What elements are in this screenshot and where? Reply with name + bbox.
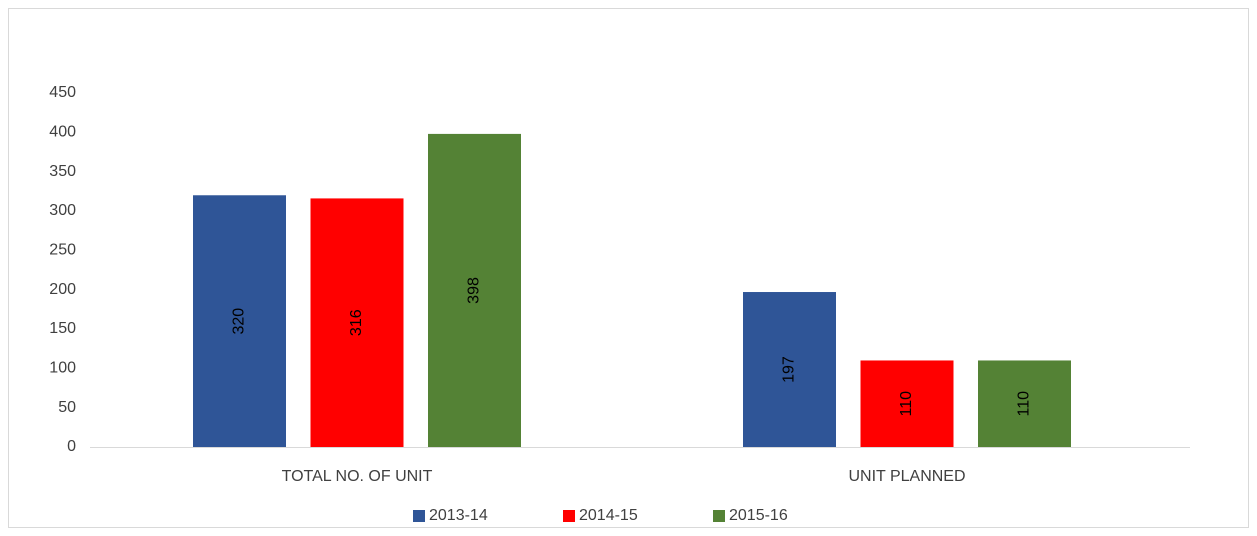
y-tick-label: 100 [49,360,76,377]
data-label: 316 [348,309,365,336]
y-tick-label: 300 [49,202,76,219]
bar [743,292,836,447]
y-tick-label: 200 [49,281,76,298]
data-label: 320 [231,308,248,335]
y-tick-label: 250 [49,242,76,259]
legend-label: 2014-15 [579,507,638,524]
y-tick-label: 150 [49,320,76,337]
y-tick-label: 350 [49,163,76,180]
data-label: 398 [466,277,483,304]
legend-label: 2015-16 [729,507,788,524]
y-tick-label: 0 [67,438,76,455]
bar [428,133,521,447]
data-label: 110 [1016,391,1033,417]
y-tick-label: 400 [49,124,76,141]
legend-swatch [713,510,725,522]
data-label: 110 [898,391,915,417]
y-tick-label: 50 [58,399,76,416]
y-tick-label: 450 [49,84,76,101]
legend-label: 2013-14 [429,507,488,524]
bar [860,360,954,447]
bar [978,360,1071,447]
x-tick-label: TOTAL NO. OF UNIT [282,468,433,485]
legend-swatch [413,510,425,522]
bar [193,195,286,447]
x-tick-label: UNIT PLANNED [848,468,965,485]
bar [310,198,404,447]
data-label: 197 [781,356,798,383]
legend-swatch [563,510,575,522]
